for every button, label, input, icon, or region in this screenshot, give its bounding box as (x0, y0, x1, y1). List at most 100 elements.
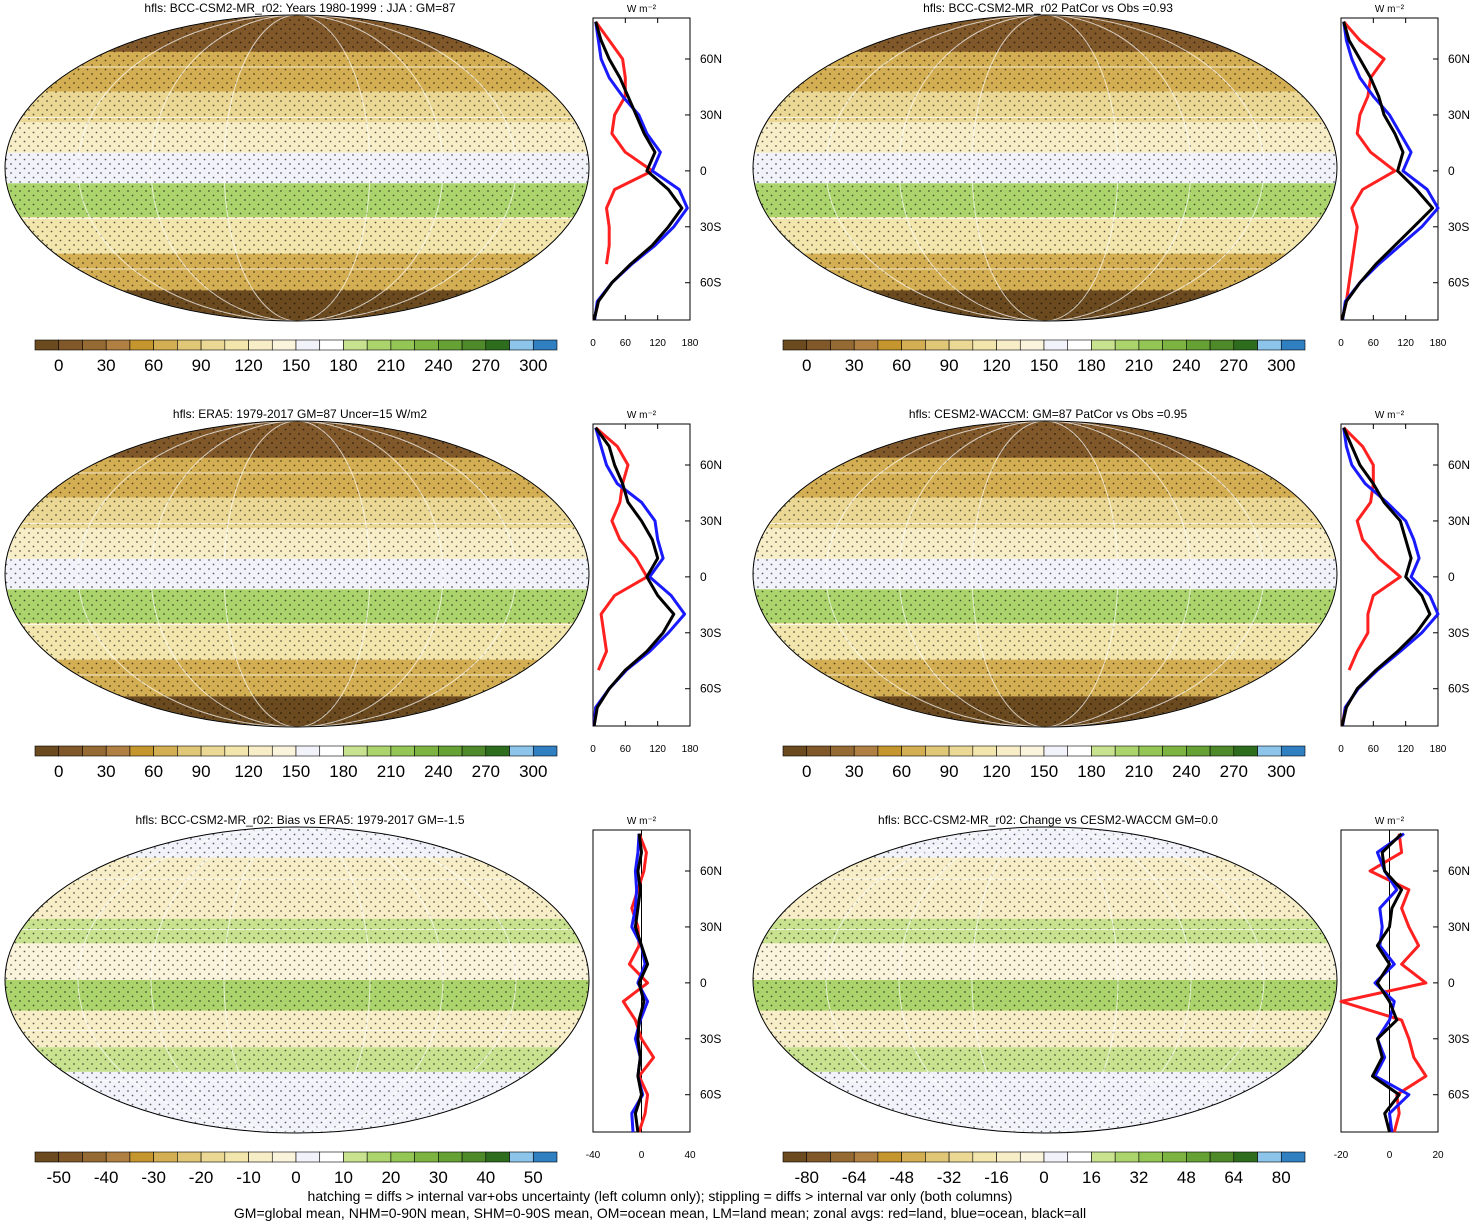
colorbar-box (1043, 339, 1069, 351)
colorbar-label: 60 (144, 356, 163, 375)
colorbar-label: 30 (845, 762, 864, 781)
colorbar-box (153, 745, 178, 757)
y-tick-label: 30N (1448, 920, 1470, 934)
colorbar-label: -30 (141, 1168, 166, 1187)
colorbar-box (58, 339, 83, 351)
colorbar-box (1233, 745, 1258, 757)
colorbar-box (948, 745, 974, 757)
colorbar-box (1257, 745, 1282, 757)
colorbar-box (461, 339, 487, 351)
colorbar-box (82, 339, 107, 351)
zonal-line (1373, 832, 1411, 1133)
zonal-line (1341, 21, 1440, 321)
colorbar-box (1019, 745, 1045, 757)
colorbar-box (1019, 1151, 1045, 1163)
meridian (77, 15, 517, 321)
colorbar-box (509, 745, 534, 757)
x-tick-label: 0 (1387, 1150, 1393, 1161)
colorbar-box (1186, 339, 1211, 351)
colorbar-box (319, 745, 344, 757)
x-tick-label: 180 (1430, 744, 1447, 755)
colorbar-box (532, 1151, 558, 1163)
colorbar-box (224, 1151, 249, 1163)
zonal-line (592, 21, 684, 321)
y-tick-label: 60N (1448, 864, 1470, 878)
colorbar-box (925, 1151, 950, 1163)
colorbar-label: -20 (189, 1168, 214, 1187)
colorbar-label: -10 (236, 1168, 261, 1187)
colorbar-label: 240 (424, 356, 452, 375)
colorbar-box (129, 745, 154, 757)
panel-title: hfls: BCC-CSM2-MR_r02: Change vs CESM2-W… (878, 813, 1218, 827)
y-tick-label: 30S (1448, 626, 1469, 640)
colorbar-box (1043, 1151, 1069, 1163)
panel-title: hfls: BCC-CSM2-MR_r02: Bias vs ERA5: 197… (135, 813, 464, 827)
panel: hfls: CESM2-WACCM: GM=87 PatCor vs Obs =… (752, 407, 1470, 781)
colorbar-label: 10 (334, 1168, 353, 1187)
colorbar-box (343, 745, 368, 757)
colorbar-box (1209, 339, 1235, 351)
colorbar-box (129, 339, 154, 351)
colorbar-box (877, 1151, 902, 1163)
colorbar-box (1091, 339, 1116, 351)
colorbar-box (853, 1151, 879, 1163)
y-tick-label: 60S (1448, 276, 1469, 290)
colorbar-box (390, 339, 415, 351)
colorbar-label: 240 (1172, 356, 1200, 375)
map (5, 827, 589, 1133)
colorbar-label: 0 (1039, 1168, 1048, 1187)
colorbar-label: 80 (1272, 1168, 1291, 1187)
x-tick-label: 120 (1397, 744, 1414, 755)
colorbar-box (532, 745, 558, 757)
colorbar-box (414, 745, 439, 757)
colorbar-label: 90 (192, 762, 211, 781)
y-tick-label: 30N (700, 920, 722, 934)
colorbar-box (1280, 339, 1306, 351)
colorbar-label: 30 (97, 762, 116, 781)
colorbar-label: 50 (524, 1168, 543, 1187)
meridian (898, 827, 1192, 1133)
zonal-line (594, 426, 649, 671)
colorbar-label: -80 (794, 1168, 819, 1187)
colorbar-box (129, 1151, 154, 1163)
map (753, 827, 1337, 1133)
y-tick-label: 60S (700, 1088, 721, 1102)
meridian (150, 827, 444, 1133)
colorbar-box (509, 339, 534, 351)
colorbar-label: 150 (1030, 762, 1058, 781)
y-tick-label: 0 (700, 570, 707, 584)
colorbar-box (461, 1151, 487, 1163)
x-tick-label: 180 (682, 744, 699, 755)
colorbar-box (1138, 339, 1163, 351)
y-tick-label: 30S (1448, 220, 1469, 234)
colorbar-label: 150 (282, 356, 310, 375)
x-tick-label: 0 (590, 338, 596, 349)
profile-frame (592, 423, 691, 727)
colorbar-box (901, 339, 926, 351)
colorbar-box (1067, 745, 1092, 757)
colorbar-label: 300 (1267, 762, 1295, 781)
colorbar-box (414, 339, 439, 351)
map-border (752, 420, 1338, 728)
y-tick-label: 30S (700, 220, 721, 234)
colorbar-label: 180 (329, 762, 357, 781)
meridian (77, 827, 517, 1133)
x-tick-label: 60 (1368, 744, 1380, 755)
colorbar-box (319, 339, 344, 351)
colorbar-box (105, 1151, 131, 1163)
zonal-line (592, 427, 687, 727)
map (753, 15, 1337, 321)
colorbar-box (1186, 745, 1211, 757)
colorbar-box (782, 745, 808, 757)
colorbar-box (177, 1151, 202, 1163)
colorbar-label: -32 (937, 1168, 962, 1187)
colorbar-box (200, 1151, 226, 1163)
unit-label: W m⁻² (1375, 4, 1405, 15)
colorbar-box (877, 745, 902, 757)
meridian (150, 421, 444, 727)
colorbar-label: 0 (291, 1168, 300, 1187)
stipple (753, 15, 1337, 321)
x-tick-label: 20 (1432, 1150, 1444, 1161)
colorbar-box (509, 1151, 534, 1163)
colorbar-box (925, 745, 950, 757)
